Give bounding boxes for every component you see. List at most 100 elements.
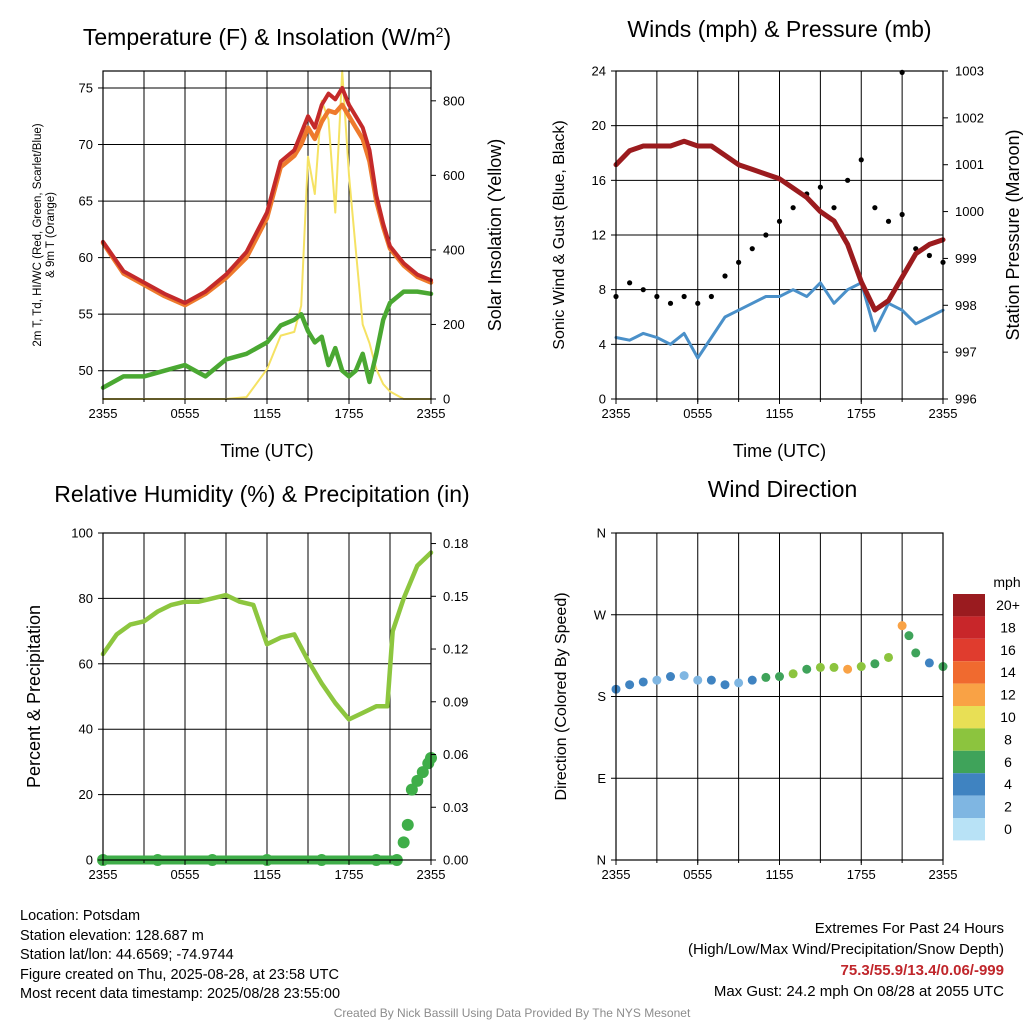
y-tick-label: N: [597, 853, 606, 868]
y-tick-label: 16: [592, 173, 606, 188]
chart-title: Winds (mph) & Pressure (mb): [627, 16, 931, 42]
series-line-2m-temp: [101, 86, 433, 305]
y2-tick-label: 0.06: [443, 747, 468, 762]
precip-point: [416, 766, 429, 779]
direction-point: [788, 669, 798, 679]
legend-label: 4: [1004, 776, 1012, 792]
precip-point: [405, 783, 418, 796]
x-tick-label: 2355: [89, 406, 118, 421]
direction-point: [625, 680, 635, 690]
y-axis-label-line2: & 9m T (Orange): [45, 192, 57, 278]
gust-point: [654, 293, 660, 300]
gust-point: [899, 211, 905, 218]
x-axis-label: Time (UTC): [220, 441, 313, 461]
y2-tick-label: 0.00: [443, 853, 468, 868]
legend-swatch: [953, 706, 985, 729]
y-tick-label: 75: [79, 80, 93, 95]
legend-swatch: [953, 683, 985, 706]
x-tick-label: 2355: [929, 406, 958, 421]
chart-title: Relative Humidity (%) & Precipitation (i…: [54, 481, 469, 507]
y-tick-label: 65: [79, 194, 93, 209]
legend-swatch: [953, 773, 985, 796]
y2-tick-label: 997: [955, 345, 977, 360]
direction-point: [911, 648, 921, 658]
credit-line: Created By Nick Bassill Using Data Provi…: [333, 1006, 691, 1020]
legend-label: 12: [1000, 687, 1016, 703]
x-tick-label: 2355: [417, 867, 446, 882]
gust-point: [708, 293, 714, 300]
precip-point: [411, 774, 424, 787]
y-axis-label: Direction (Colored By Speed): [553, 592, 570, 800]
direction-point: [904, 631, 914, 641]
y-tick-label: E: [597, 771, 606, 786]
gust-point: [885, 218, 892, 224]
y2-tick-label: 998: [955, 298, 977, 313]
direction-point: [679, 671, 689, 681]
y-tick-label: 12: [592, 228, 606, 243]
direction-point: [720, 680, 730, 690]
x-tick-label: 0555: [683, 406, 712, 421]
legend-swatch: [953, 594, 985, 617]
direction-point: [884, 652, 893, 662]
legend-label: 0: [1004, 821, 1012, 837]
direction-point: [734, 678, 744, 688]
direction-point: [802, 664, 812, 674]
x-tick-label: 2355: [929, 867, 958, 882]
legend-label: 10: [1000, 709, 1016, 725]
y-tick-label: 0: [86, 853, 93, 868]
precip-point: [397, 836, 410, 849]
gust-point: [749, 246, 755, 252]
gust-point: [858, 157, 864, 163]
legend-label: 14: [1000, 664, 1016, 680]
gust-point: [681, 293, 687, 300]
speed-legend: mph 20+ 18 16 14 12 10 8 6 4 2 0: [953, 574, 1021, 841]
y-tick-label: 70: [79, 137, 93, 152]
extremes-values: 75.3/55.9/13.4/0.06/-999: [840, 962, 1004, 979]
direction-point: [775, 672, 784, 682]
y2-tick-label: 1001: [955, 157, 984, 172]
y2-tick-label: 999: [955, 251, 977, 266]
legend-swatch: [953, 661, 985, 684]
panel-3: Relative Humidity (%) & Precipitation (i…: [24, 481, 470, 882]
direction-point: [747, 675, 757, 685]
y2-tick-label: 996: [955, 392, 977, 407]
x-tick-label: 1155: [253, 867, 281, 882]
recent-data-label: Most recent data timestamp: 2025/08/28 2…: [20, 986, 341, 1002]
gust-point: [790, 205, 796, 211]
y-tick-label: 0: [599, 392, 606, 407]
direction-point: [829, 662, 839, 672]
series-line-pressure: [613, 138, 946, 313]
y-tick-label: 24: [592, 64, 606, 79]
y2-tick-label: 1002: [955, 110, 984, 125]
y2-tick-label: 0: [443, 392, 450, 407]
gust-point: [695, 300, 701, 306]
gust-point: [817, 184, 823, 190]
y2-tick-label: 800: [443, 93, 465, 108]
extremes-title: Extremes For Past 24 Hours: [814, 920, 1004, 937]
precip-point: [401, 818, 414, 831]
y-tick-label: 20: [592, 118, 606, 133]
y-tick-label: S: [597, 689, 606, 704]
direction-point: [815, 662, 825, 672]
y2-tick-label: 0.15: [443, 589, 468, 604]
y2-axis-label: Station Pressure (Maroon): [1003, 129, 1023, 340]
x-tick-label: 1155: [253, 406, 281, 421]
y-tick-label: 60: [79, 656, 93, 671]
gust-point: [872, 205, 878, 211]
legend-label: 6: [1004, 754, 1012, 770]
direction-point: [652, 675, 662, 685]
y2-tick-label: 600: [443, 168, 465, 183]
panel-2: Winds (mph) & Pressure (mb) 2355 0555 1155 1…: [551, 16, 1023, 461]
gust-point: [722, 273, 728, 279]
x-tick-label: 1755: [847, 406, 876, 421]
panel-1: Temperature (F) & Insolation (W/m2)2355 0…: [32, 24, 505, 461]
chart-title: Wind Direction: [708, 476, 858, 502]
direction-point: [856, 662, 866, 672]
legend-label: 2: [1004, 799, 1012, 815]
latlon-label: Station lat/lon: 44.6569; -74.9744: [20, 947, 234, 963]
series-line-humidity: [100, 550, 434, 722]
y-tick-label: 80: [79, 591, 93, 606]
legend-label: 20+: [996, 597, 1020, 613]
